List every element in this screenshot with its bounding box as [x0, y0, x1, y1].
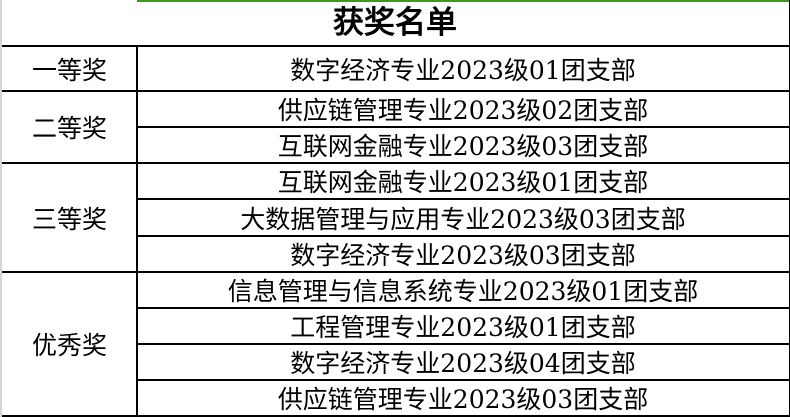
- selection-border: [137, 0, 790, 2]
- awarded-unit-cell: 互联网金融专业2023级03团支部: [277, 132, 649, 161]
- row-border: [2, 415, 789, 417]
- award-level-cell: 一等奖: [31, 55, 107, 85]
- award-level-cell: 三等奖: [31, 204, 107, 234]
- awarded-unit-cell: 互联网金融专业2023级01团支部: [277, 168, 649, 197]
- awarded-unit-cell: 供应链管理专业2023级03团支部: [277, 385, 649, 414]
- row-border: [137, 198, 789, 200]
- awarded-unit-cell: 工程管理专业2023级01团支部: [290, 313, 636, 342]
- row-border: [2, 271, 789, 273]
- row-border: [2, 162, 789, 164]
- row-border: [137, 126, 789, 128]
- row-border: [2, 45, 789, 47]
- awarded-unit-cell: 信息管理与信息系统专业2023级01团支部: [227, 277, 699, 306]
- award-level-cell: 二等奖: [31, 114, 107, 143]
- sheet-title: 获奖名单: [333, 5, 457, 41]
- awarded-unit-cell: 大数据管理与应用专业2023级03团支部: [240, 204, 686, 234]
- awarded-unit-cell: 供应链管理专业2023级02团支部: [277, 96, 649, 125]
- awarded-unit-cell: 数字经济专业2023级01团支部: [290, 55, 636, 85]
- column-border: [136, 46, 138, 416]
- row-border: [137, 307, 789, 309]
- sheet-edge: [0, 0, 2, 417]
- row-border: [137, 235, 789, 237]
- awarded-unit-cell: 数字经济专业2023级04团支部: [290, 349, 636, 378]
- row-border: [137, 343, 789, 345]
- row-border: [137, 379, 789, 381]
- row-border: [2, 90, 789, 92]
- awarded-unit-cell: 数字经济专业2023级03团支部: [290, 241, 636, 270]
- award-level-cell: 优秀奖: [31, 331, 107, 360]
